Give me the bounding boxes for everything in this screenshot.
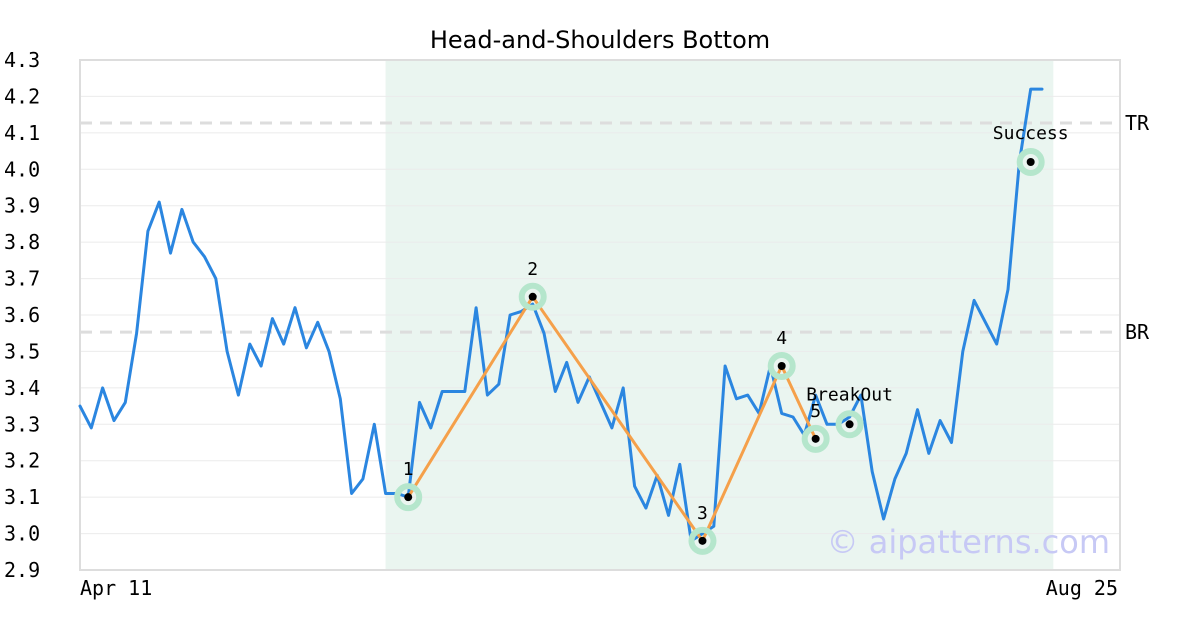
y-tick-label: 3.4	[4, 376, 40, 400]
pattern-point-halo	[518, 282, 547, 311]
y-tick-label: 2.9	[4, 558, 40, 582]
pattern-point-dot	[404, 493, 413, 502]
reference-line-label: TR	[1125, 111, 1150, 135]
breakout-point-halo	[835, 410, 864, 439]
y-tick-label: 3.2	[4, 449, 40, 473]
watermark: © aipatterns.com	[827, 523, 1110, 561]
success-point-label: Success	[993, 123, 1069, 144]
pattern-point-halo	[767, 352, 796, 380]
pattern-point-label: 5	[810, 401, 821, 422]
y-tick-label: 3.7	[4, 267, 40, 291]
y-tick-label: 3.5	[4, 339, 40, 363]
chart-title: Head-and-Shoulders Bottom	[430, 26, 770, 54]
success-point-dot	[1026, 158, 1035, 166]
pattern-point-label: 1	[403, 459, 414, 480]
breakout-point-label: BreakOut	[806, 384, 893, 405]
plot-frame	[79, 59, 1121, 571]
pattern-point-dot	[777, 362, 786, 370]
y-tick-label: 3.8	[4, 230, 40, 254]
pattern-point-halo	[394, 483, 423, 512]
pattern-point-label: 2	[527, 259, 538, 280]
pattern-point-label: 4	[776, 328, 787, 349]
y-tick-label: 3.9	[4, 194, 40, 218]
x-label-end: Aug 25	[1046, 576, 1118, 600]
pattern-point-halo	[688, 526, 717, 555]
y-tick-label: 3.6	[4, 303, 40, 327]
price-series-line	[78, 87, 1044, 543]
x-label-start: Apr 11	[80, 576, 152, 600]
y-tick-label: 3.1	[4, 485, 40, 509]
y-tick-label: 4.0	[4, 157, 40, 181]
y-tick-label: 3.3	[4, 412, 40, 436]
y-tick-label: 4.3	[4, 48, 40, 72]
pattern-point-halo	[801, 424, 830, 453]
success-point-halo	[1016, 148, 1045, 176]
pattern-point-dot	[811, 434, 820, 443]
pattern-point-dot	[698, 536, 707, 545]
y-tick-label: 3.0	[4, 522, 40, 546]
reference-line-label: BR	[1125, 320, 1150, 344]
breakout-point-dot	[845, 420, 854, 429]
pattern-point-dot	[528, 292, 537, 301]
y-tick-label: 4.2	[4, 84, 40, 108]
pattern-point-label: 3	[697, 503, 708, 524]
y-tick-label: 4.1	[4, 121, 40, 145]
